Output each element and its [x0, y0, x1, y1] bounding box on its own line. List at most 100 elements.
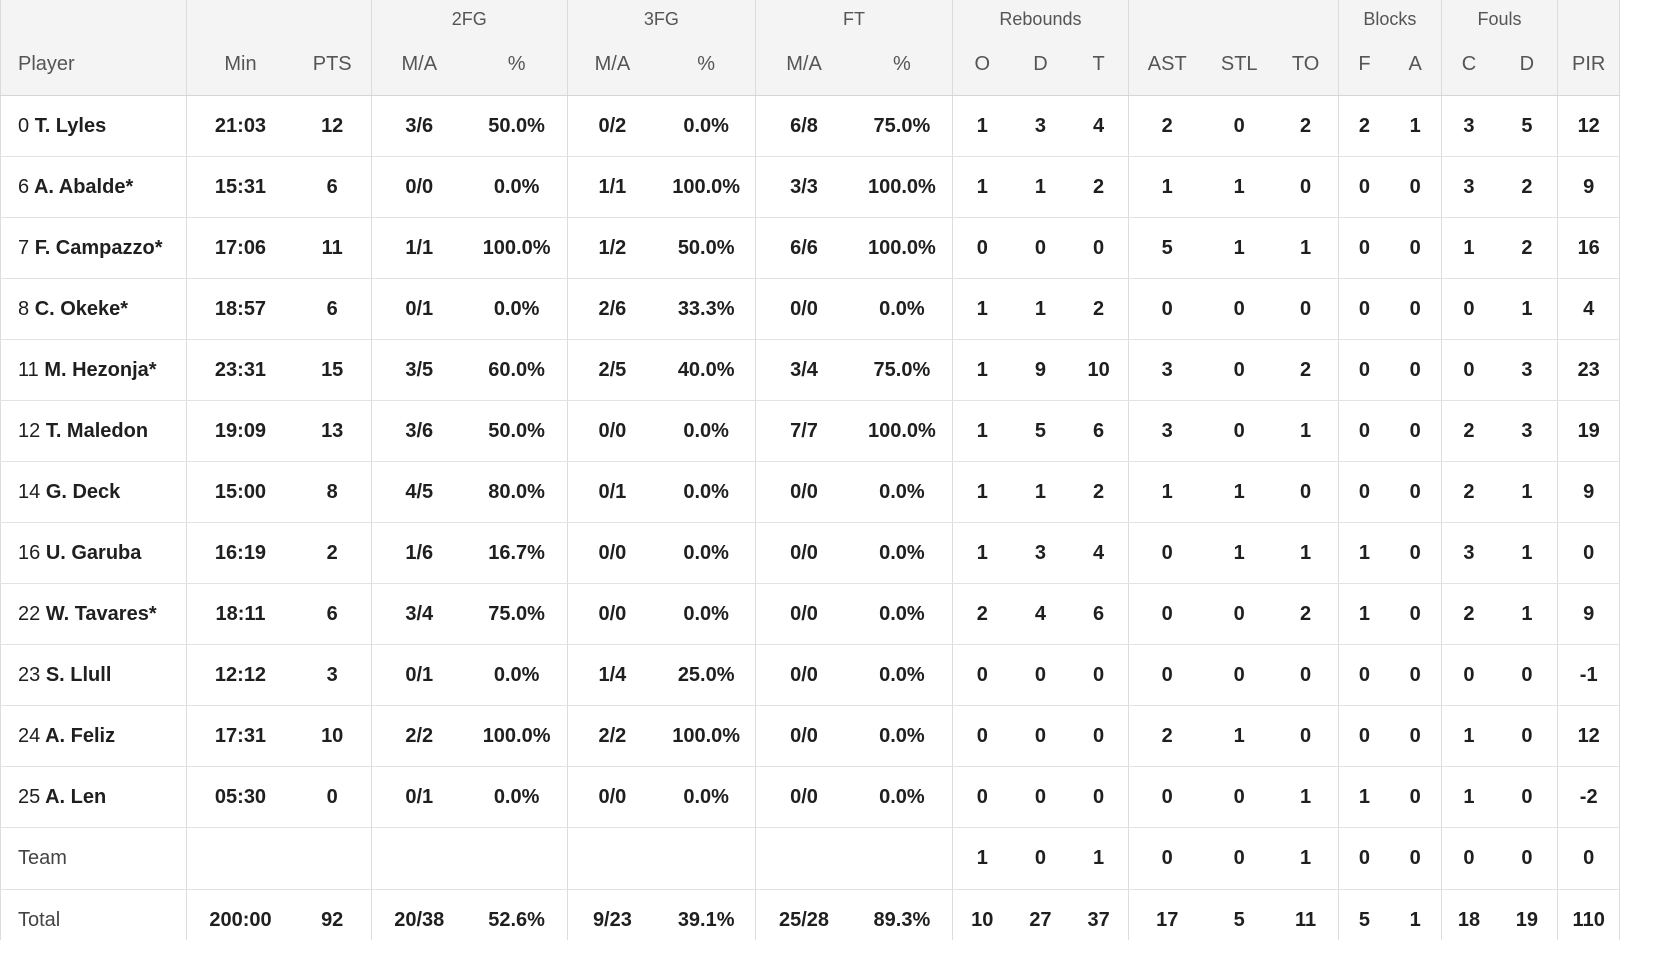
cell-to: 0 — [1273, 278, 1339, 340]
column-header-reb-t[interactable]: T — [1069, 33, 1129, 96]
player-name-link[interactable]: T. Lyles — [34, 114, 107, 137]
cell-blk-f: 0 — [1338, 339, 1390, 401]
cell-ast: 1 — [1128, 156, 1206, 218]
column-header-reb-o[interactable]: O — [951, 33, 1012, 96]
cell-min: 18:11 — [186, 583, 294, 645]
column-header-3fg-pct[interactable]: % — [657, 33, 756, 96]
column-header-2fg-ma[interactable]: M/A — [370, 33, 467, 96]
cell-foul-c: 3 — [1440, 522, 1497, 584]
cell-foul-d: 5 — [1496, 95, 1558, 157]
cell-3fg-ma: 0/2 — [566, 95, 658, 157]
cell-reb-o: 1 — [951, 278, 1012, 340]
cell-foul-d: 2 — [1496, 217, 1558, 279]
column-header-pir[interactable]: PIR — [1557, 33, 1620, 96]
cell-3fg-ma: 0/0 — [566, 400, 658, 462]
cell-blk-a: 1 — [1389, 95, 1442, 157]
cell-pir: 12 — [1557, 95, 1620, 157]
cell-foul-d: 0 — [1496, 827, 1558, 890]
player-name-link[interactable]: S. Llull — [45, 663, 112, 686]
cell-foul-c: 3 — [1440, 156, 1497, 218]
player-number: 8 — [18, 297, 30, 320]
player-cell: 16 U. Garuba — [0, 522, 187, 584]
player-name-link[interactable]: A. Feliz — [45, 724, 116, 747]
cell-2fg-ma: 1/6 — [370, 522, 467, 584]
cell-stl: 1 — [1205, 522, 1274, 584]
cell-foul-c: 2 — [1440, 583, 1497, 645]
cell-ast: 0 — [1128, 278, 1206, 340]
cell-blk-a: 0 — [1389, 827, 1442, 890]
column-header-2fg-pct[interactable]: % — [466, 33, 568, 96]
cell-reb-d: 9 — [1011, 339, 1070, 401]
group-header-blocks: Blocks — [1338, 0, 1442, 33]
column-header-min[interactable]: Min — [186, 33, 294, 96]
player-number: 12 — [18, 419, 41, 442]
cell-2fg-pct: 0.0% — [466, 156, 568, 218]
cell-foul-c: 18 — [1440, 889, 1497, 940]
column-header-stl[interactable]: STL — [1205, 33, 1274, 96]
player-number: 0 — [18, 114, 30, 137]
cell-reb-o: 0 — [951, 217, 1012, 279]
player-cell: 24 A. Feliz — [0, 705, 187, 767]
player-cell: 12 T. Maledon — [0, 400, 187, 462]
column-header-ast[interactable]: AST — [1128, 33, 1206, 96]
player-name-link[interactable]: A. Len — [45, 785, 107, 808]
cell-ft-pct: 0.0% — [851, 461, 953, 523]
column-header-foul-c[interactable]: C — [1440, 33, 1497, 96]
cell-ast: 0 — [1128, 827, 1206, 890]
cell-to: 2 — [1273, 339, 1339, 401]
cell-3fg-pct: 50.0% — [657, 217, 756, 279]
cell-reb-t: 10 — [1069, 339, 1129, 401]
cell-3fg-ma: 2/6 — [566, 278, 658, 340]
column-header-3fg-ma[interactable]: M/A — [566, 33, 658, 96]
cell-reb-o: 1 — [951, 339, 1012, 401]
player-cell: 22 W. Tavares* — [0, 583, 187, 645]
cell-ft-pct — [851, 827, 953, 890]
cell-reb-t: 0 — [1069, 705, 1129, 767]
player-name-link[interactable]: F. Campazzo* — [34, 236, 163, 259]
player-name-link[interactable]: G. Deck — [45, 480, 121, 503]
cell-3fg-ma: 1/2 — [566, 217, 658, 279]
cell-blk-a: 0 — [1389, 400, 1442, 462]
player-cell: 25 A. Len — [0, 766, 187, 828]
cell-to: 11 — [1294, 909, 1317, 931]
player-name-link[interactable]: U. Garuba — [45, 541, 142, 564]
team-label: Team — [0, 827, 187, 890]
player-name-link[interactable]: W. Tavares* — [45, 602, 157, 625]
column-header-to[interactable]: TO — [1273, 33, 1339, 96]
cell-blk-f: 0 — [1338, 217, 1390, 279]
cell-to: 1 — [1273, 400, 1339, 462]
column-header-foul-d[interactable]: D — [1496, 33, 1558, 96]
table-row: 24 A. Feliz 17:31 10 2/2 100.0% 2/2 100.0% 0/0 0… — [0, 705, 1620, 767]
cell-foul-c: 1 — [1440, 766, 1497, 828]
cell-2fg-ma: 4/5 — [370, 461, 467, 523]
column-header-blk-f[interactable]: F — [1338, 33, 1390, 96]
cell-ft-ma — [755, 827, 852, 890]
cell-ft-ma: 25/28 — [755, 889, 852, 940]
cell-ft-pct: 89.3% — [873, 909, 931, 931]
column-header-blk-a[interactable]: A — [1389, 33, 1442, 96]
cell-ft-ma: 0/0 — [755, 461, 852, 523]
cell-blk-f: 0 — [1338, 827, 1390, 890]
column-header-player[interactable]: Player — [0, 33, 187, 96]
cell-blk-f: 0 — [1338, 400, 1390, 462]
cell-pir: 9 — [1557, 583, 1620, 645]
player-name-link[interactable]: T. Maledon — [45, 419, 149, 442]
cell-stl: 0 — [1205, 644, 1274, 706]
player-name-link[interactable]: A. Abalde* — [33, 175, 134, 198]
cell-pts: 6 — [293, 156, 372, 218]
column-header-reb-d[interactable]: D — [1011, 33, 1070, 96]
cell-ft-ma: 0/0 — [755, 766, 852, 828]
player-name-link[interactable]: M. Hezonja* — [44, 358, 157, 381]
cell-2fg-ma — [370, 827, 467, 890]
cell-2fg-ma: 0/0 — [370, 156, 467, 218]
cell-3fg-ma: 0/0 — [566, 583, 658, 645]
column-header-ft-pct[interactable]: % — [851, 33, 953, 96]
column-header-pts[interactable]: PTS — [293, 33, 372, 96]
cell-ast: 17 — [1128, 889, 1206, 940]
column-header-ft-ma[interactable]: M/A — [755, 33, 852, 96]
table-row: 7 F. Campazzo* 17:06 11 1/1 100.0% 1/2 50.0% 6/… — [0, 217, 1620, 279]
player-number: 25 — [18, 785, 41, 808]
player-cell: 7 F. Campazzo* — [0, 217, 187, 279]
player-name-link[interactable]: C. Okeke* — [34, 297, 129, 320]
cell-blk-f: 1 — [1338, 766, 1390, 828]
